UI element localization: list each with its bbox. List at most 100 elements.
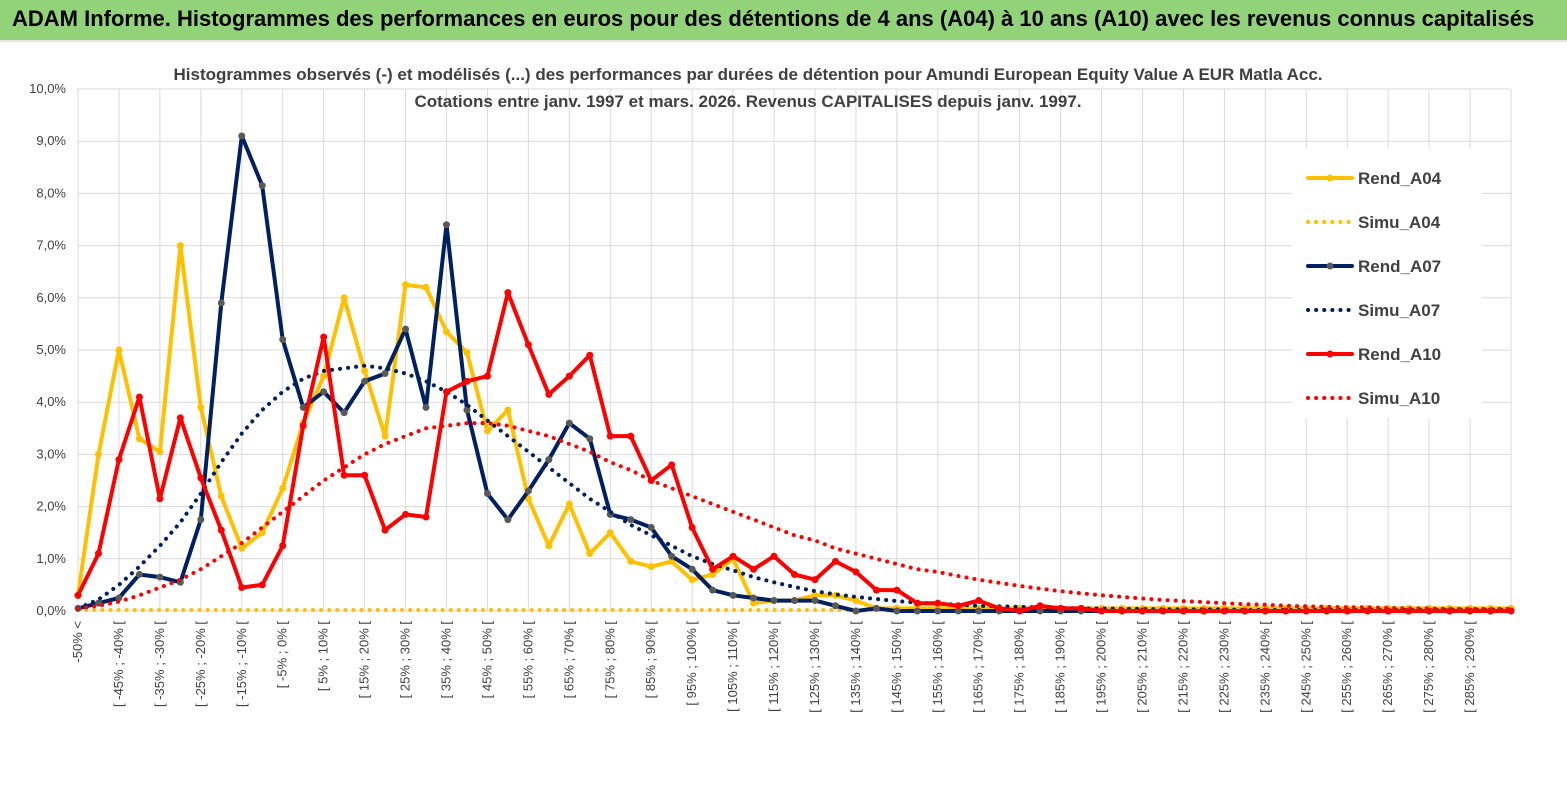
x-axis: -50% < [ -45% ; -40% [[ -35% ; -30% [[ -2… <box>70 621 1477 713</box>
data-point-rend_a04 <box>688 576 696 584</box>
x-tick-label: [ 225% ; 230% [ <box>1216 621 1231 713</box>
data-point-rend_a10 <box>750 565 758 573</box>
data-point-rend_a07 <box>442 221 450 229</box>
data-point-rend_a07 <box>197 516 205 524</box>
data-point-rend_a10 <box>402 510 410 518</box>
data-point-rend_a10 <box>791 570 798 578</box>
legend-label-simu_a04: Simu_A04 <box>1358 213 1441 232</box>
data-point-rend_a10 <box>811 576 819 584</box>
x-tick-label: [ 145% ; 150% [ <box>889 621 904 713</box>
x-tick-label: [ 125% ; 130% [ <box>807 621 822 713</box>
data-point-rend_a10 <box>934 599 942 607</box>
data-point-rend_a10 <box>1323 607 1331 615</box>
data-point-rend_a10 <box>258 581 266 589</box>
x-tick-label: -50% < <box>70 621 85 663</box>
data-point-rend_a10 <box>504 289 512 297</box>
data-point-rend_a07 <box>688 565 696 573</box>
data-point-rend_a04 <box>463 349 471 357</box>
x-tick-label: [ 115% ; 120% [ <box>766 621 781 712</box>
data-point-rend_a04 <box>402 281 410 289</box>
data-point-rend_a07 <box>750 594 758 602</box>
data-point-rend_a07 <box>340 409 348 417</box>
data-point-rend_a04 <box>422 283 430 291</box>
data-point-rend_a04 <box>524 495 532 503</box>
data-point-rend_a10 <box>852 568 860 576</box>
data-point-rend_a04 <box>176 242 184 250</box>
legend-label-simu_a07: Simu_A07 <box>1358 301 1440 320</box>
data-point-rend_a07 <box>627 516 635 524</box>
x-tick-label: [ 155% ; 160% [ <box>930 621 945 713</box>
data-point-rend_a10 <box>1098 607 1106 615</box>
x-tick-label: [ 5% ; 10% [ <box>316 621 331 691</box>
y-tick-label: 8,0% <box>36 185 66 200</box>
data-point-rend_a10 <box>1077 604 1085 612</box>
data-point-rend_a04 <box>115 346 123 354</box>
data-point-rend_a07 <box>422 403 430 411</box>
data-point-rend_a07 <box>402 325 410 333</box>
data-point-rend_a04 <box>504 406 512 414</box>
chart-title: Histogrammes observés (-) et modélisés (… <box>173 65 1322 111</box>
data-point-rend_a10 <box>975 597 983 605</box>
data-point-rend_a07 <box>504 516 512 524</box>
data-point-rend_a04 <box>94 450 102 458</box>
performance-histogram-chart: Histogrammes observés (-) et modélisés (… <box>29 65 1515 713</box>
data-point-rend_a10 <box>197 474 205 482</box>
y-tick-label: 0,0% <box>36 603 66 618</box>
data-point-rend_a10 <box>1139 607 1147 615</box>
data-point-rend_a07 <box>279 336 287 344</box>
data-point-rend_a07 <box>135 570 143 578</box>
x-tick-label: [ -45% ; -40% [ <box>111 621 126 707</box>
data-point-rend_a10 <box>238 584 246 592</box>
data-point-rend_a07 <box>1036 607 1044 615</box>
data-point-rend_a10 <box>995 604 1003 612</box>
y-axis: 0,0% 1,0% 2,0% 3,0% 4,0% 5,0% 6,0% 7,0% 8,0% 9,0%… <box>29 81 66 618</box>
y-tick-label: 9,0% <box>36 133 66 148</box>
legend-marker <box>1326 262 1334 270</box>
data-point-rend_a10 <box>1241 607 1249 615</box>
data-point-rend_a10 <box>1016 607 1024 615</box>
data-point-rend_a07 <box>852 607 860 615</box>
data-point-rend_a07 <box>811 597 819 605</box>
x-tick-label: [ 245% ; 250% [ <box>1298 621 1313 713</box>
data-point-rend_a07 <box>524 487 532 495</box>
data-point-rend_a10 <box>586 351 594 359</box>
data-point-rend_a10 <box>1200 607 1208 615</box>
x-tick-label: [ 205% ; 210% [ <box>1135 621 1150 713</box>
data-point-rend_a04 <box>586 550 594 558</box>
data-point-rend_a04 <box>279 484 287 492</box>
data-point-rend_a07 <box>463 406 471 414</box>
data-point-rend_a10 <box>545 390 553 398</box>
x-tick-label: [ -35% ; -30% [ <box>152 621 167 707</box>
y-tick-label: 3,0% <box>36 446 66 461</box>
data-point-rend_a10 <box>483 372 491 380</box>
data-point-rend_a07 <box>565 419 573 427</box>
data-point-rend_a10 <box>74 591 82 599</box>
data-point-rend_a10 <box>770 552 778 560</box>
data-point-rend_a07 <box>647 523 655 531</box>
data-point-rend_a10 <box>668 461 676 469</box>
x-tick-label: [ 15% ; 20% [ <box>357 621 372 699</box>
data-point-rend_a07 <box>483 490 491 498</box>
data-point-rend_a07 <box>668 552 676 560</box>
legend-marker <box>1326 174 1334 182</box>
data-point-rend_a07 <box>729 591 737 599</box>
data-point-rend_a07 <box>156 573 164 581</box>
data-point-rend_a04 <box>647 563 655 571</box>
data-point-rend_a10 <box>361 471 369 479</box>
data-point-rend_a10 <box>524 341 532 349</box>
data-point-rend_a07 <box>545 456 553 464</box>
data-point-rend_a04 <box>627 557 635 565</box>
data-point-rend_a10 <box>954 602 962 610</box>
data-point-rend_a04 <box>750 599 758 607</box>
data-point-rend_a10 <box>135 393 143 401</box>
data-point-rend_a07 <box>872 604 880 612</box>
x-tick-label: [ 95% ; 100% [ <box>684 621 699 706</box>
x-tick-label: [ 55% ; 60% [ <box>520 621 535 699</box>
data-point-rend_a04 <box>811 591 819 599</box>
data-point-rend_a07 <box>361 377 369 385</box>
data-point-rend_a07 <box>299 403 307 411</box>
x-tick-label: [ 185% ; 190% [ <box>1053 621 1068 713</box>
legend-label-simu_a10: Simu_A10 <box>1358 389 1440 408</box>
y-tick-label: 6,0% <box>36 290 66 305</box>
data-point-rend_a10 <box>565 372 573 380</box>
